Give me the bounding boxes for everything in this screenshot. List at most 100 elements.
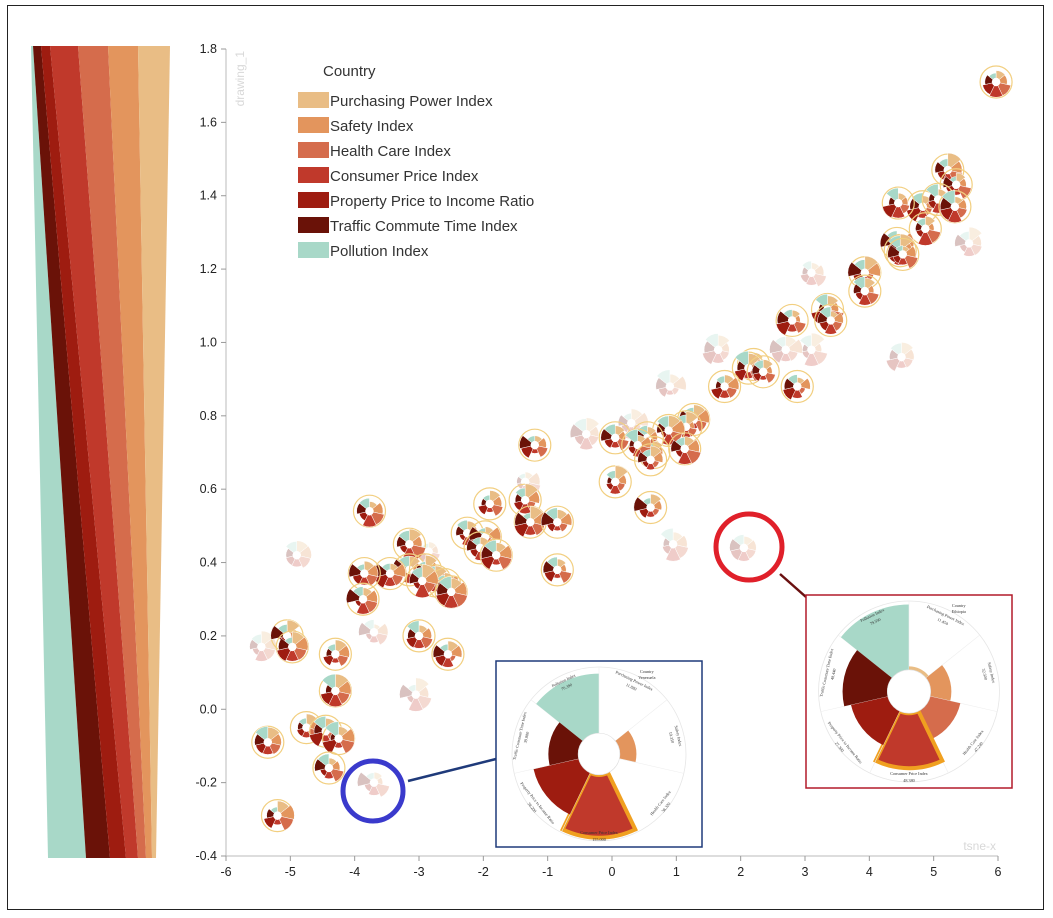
x-tick-label: 6	[995, 865, 1002, 879]
red-selection-circle[interactable]	[713, 511, 785, 583]
glyph-sector	[655, 377, 668, 390]
legend-label: Traffic Commute Time Index	[330, 218, 518, 235]
glyph-ring	[633, 443, 668, 477]
country-glyph[interactable]	[540, 505, 574, 539]
country-glyph[interactable]	[431, 637, 465, 671]
blue-selection-circle[interactable]	[340, 758, 406, 824]
legend-swatch	[298, 242, 329, 258]
country-glyph[interactable]	[598, 421, 632, 455]
glyph-hole	[714, 345, 723, 354]
glyph-sector	[365, 632, 373, 641]
glyph-hole	[476, 543, 485, 552]
glyph-sector	[569, 423, 584, 439]
glyph-sector	[814, 264, 825, 276]
country-glyph[interactable]	[814, 303, 848, 338]
country-glyph[interactable]	[508, 483, 542, 517]
glyph-hole	[921, 224, 930, 233]
country-glyph[interactable]	[479, 538, 513, 572]
y-axis-label: drawing_1	[233, 51, 247, 107]
country-glyph[interactable]	[318, 637, 352, 671]
glyph-hole	[759, 367, 768, 376]
country-glyph[interactable]	[707, 369, 742, 404]
country-glyph[interactable]	[275, 630, 309, 664]
country-glyph[interactable]	[434, 575, 468, 609]
country-glyph[interactable]	[979, 65, 1013, 99]
glyph-sector	[780, 353, 792, 362]
glyph-sector	[375, 783, 390, 798]
country-glyph[interactable]	[312, 751, 346, 785]
glyph-hole	[965, 239, 974, 248]
glyph-sector	[373, 771, 383, 781]
glyph-sector	[672, 531, 683, 543]
glyph-sector	[365, 772, 375, 781]
country-glyph[interactable]	[775, 303, 809, 338]
country-glyph[interactable]	[633, 490, 668, 525]
glyph-sector	[634, 412, 649, 428]
country-glyph[interactable]	[908, 212, 942, 246]
country-glyph[interactable]	[938, 190, 972, 224]
glyph-hole	[739, 543, 748, 552]
glyph-hole	[331, 686, 340, 695]
glyph-ring	[479, 538, 513, 572]
color-ramp-stripe	[33, 46, 110, 858]
glyph-sector	[703, 340, 716, 354]
glyph-sector	[812, 350, 828, 365]
glyph-sector	[579, 437, 594, 450]
country-glyph[interactable]	[318, 673, 352, 708]
country-glyph[interactable]	[931, 152, 965, 187]
glyph-sector	[631, 408, 643, 422]
glyph-sector	[885, 357, 901, 372]
glyph-sector	[702, 350, 717, 365]
glyph-hole	[369, 778, 378, 787]
country-glyph[interactable]	[346, 582, 380, 616]
country-glyph[interactable]	[886, 237, 920, 272]
inset-spoke	[530, 699, 583, 742]
glyph-hole	[807, 268, 816, 277]
country-glyph[interactable]	[251, 725, 285, 759]
glyph-sector	[671, 387, 680, 396]
inset-axis-value: 38.200	[527, 801, 538, 813]
glyph-sector	[285, 555, 296, 566]
country-glyph[interactable]	[402, 619, 436, 653]
legend-swatch	[298, 217, 329, 233]
country-glyph[interactable]	[473, 487, 507, 521]
glyph-sector	[524, 471, 534, 480]
country-glyph[interactable]	[405, 564, 439, 598]
glyph-hole	[526, 518, 535, 527]
country-glyph[interactable]	[352, 494, 387, 528]
legend-label: Safety Index	[330, 118, 414, 135]
country-glyph[interactable]	[392, 527, 427, 561]
country-glyph[interactable]	[260, 799, 295, 833]
country-glyph[interactable]	[598, 465, 632, 499]
faint-country-glyph	[569, 417, 600, 450]
glyph-sector	[811, 262, 820, 271]
inset-axis-value: 47.240	[973, 741, 984, 753]
inset-country: Ethiopia	[952, 609, 966, 614]
country-glyph[interactable]	[780, 369, 814, 404]
glyph-sector	[606, 470, 616, 480]
country-glyph[interactable]	[540, 553, 574, 587]
glyph-sector	[299, 545, 312, 559]
glyph-ring	[540, 553, 574, 587]
country-glyph[interactable]	[347, 556, 381, 591]
faint-country-glyph	[885, 342, 915, 372]
country-glyph[interactable]	[668, 432, 702, 466]
glyph-sector	[705, 333, 719, 348]
glyph-ring	[402, 619, 436, 653]
inset-sector	[562, 772, 636, 838]
glyph-hole	[720, 382, 729, 391]
country-glyph[interactable]	[848, 274, 882, 308]
country-glyph[interactable]	[518, 428, 552, 462]
country-glyph[interactable]	[373, 556, 407, 591]
country-glyph[interactable]	[881, 186, 915, 220]
inset-axis-value: 11.880	[625, 682, 637, 691]
country-glyph[interactable]	[633, 443, 668, 477]
glyph-sector	[587, 434, 599, 446]
country-glyph[interactable]	[746, 355, 780, 389]
glyph-hole	[646, 503, 655, 512]
glyph-hole	[443, 650, 452, 659]
glyph-sector	[368, 785, 380, 796]
glyph-hole	[992, 78, 1001, 87]
glyph-sector	[970, 244, 983, 256]
glyph-hole	[553, 518, 562, 527]
